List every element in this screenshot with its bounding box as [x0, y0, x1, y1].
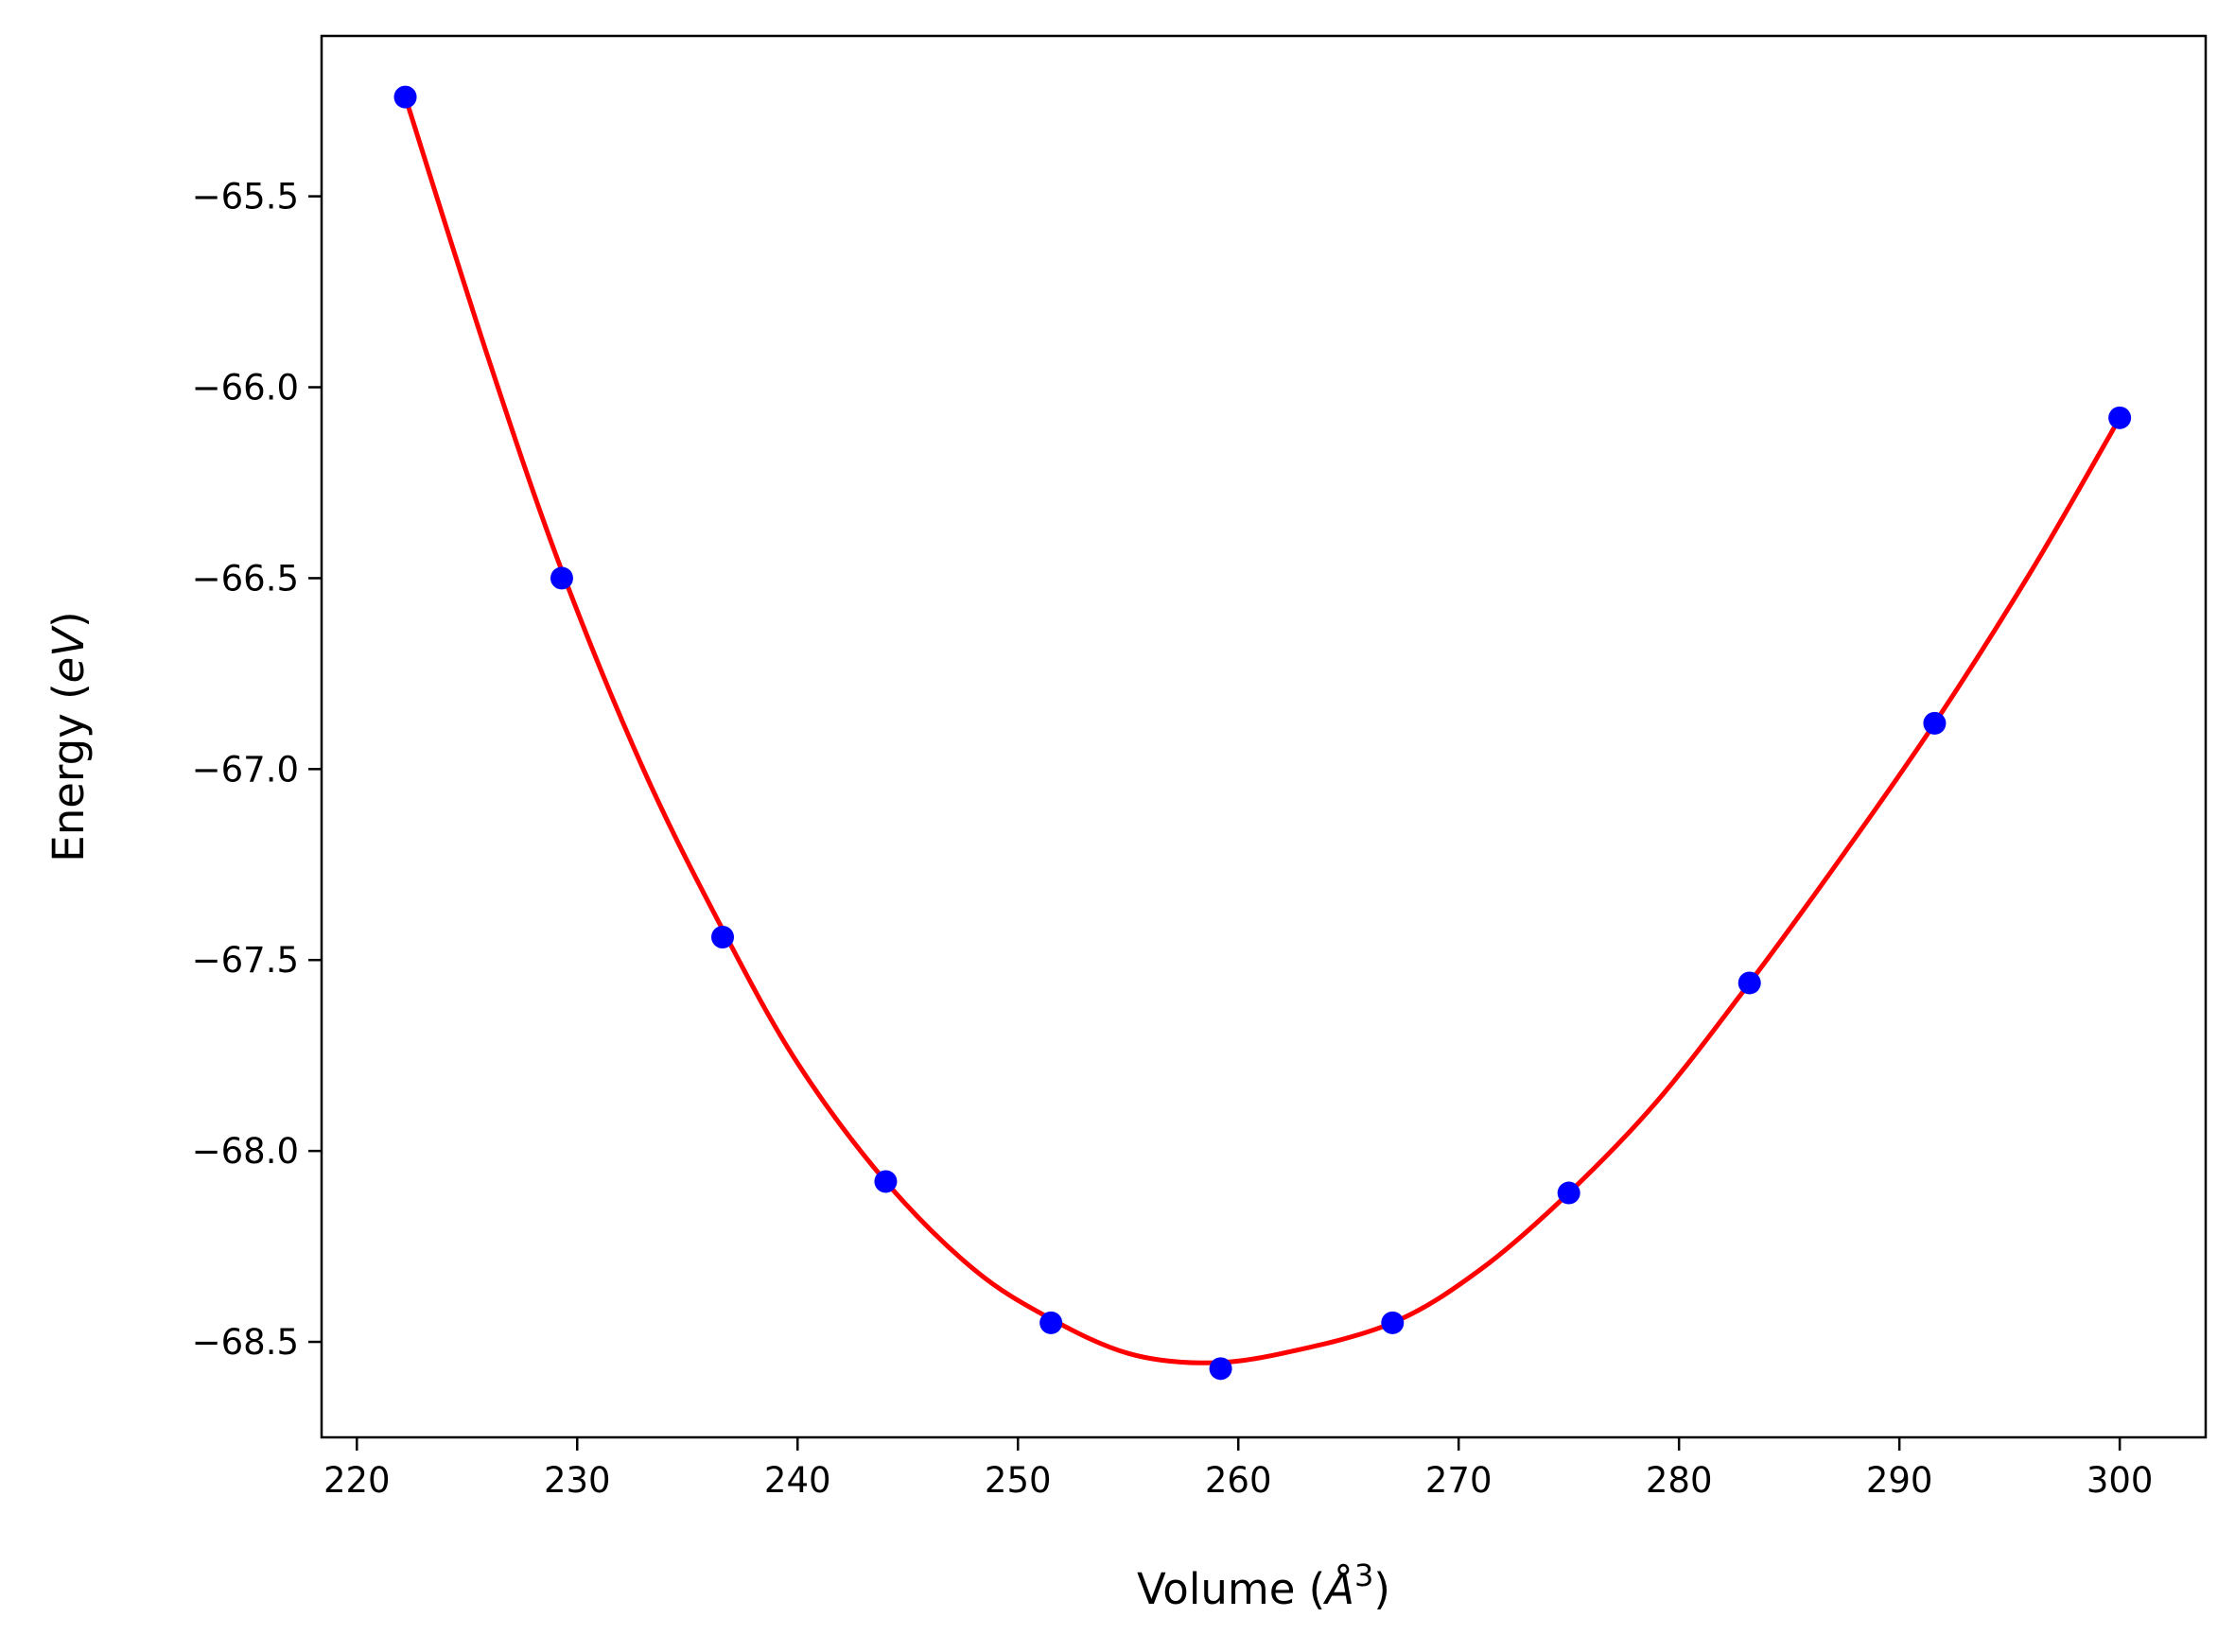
data-point [1557, 1181, 1580, 1205]
plot-layer [393, 85, 2132, 1381]
y-tick-label: −65.5 [192, 177, 299, 217]
x-tick-label: 240 [764, 1460, 831, 1501]
data-point [1381, 1311, 1405, 1334]
data-point [393, 85, 417, 109]
y-tick-label: −68.5 [192, 1322, 299, 1363]
data-point [1039, 1311, 1063, 1334]
plot-frame [320, 34, 2208, 1439]
x-tick-label: 270 [1425, 1460, 1493, 1501]
data-point [1923, 711, 1947, 735]
y-axis-ticks: −68.5 −68.0 −67.5 −67.0 −66.5 −66.0 −65.5 [192, 177, 322, 1363]
y-tick-label: −67.0 [192, 749, 299, 790]
x-tick-label: 250 [985, 1460, 1052, 1501]
data-point [711, 926, 735, 949]
x-tick-label: 260 [1205, 1460, 1272, 1501]
x-tick-label: 230 [544, 1460, 611, 1501]
y-tick-label: −68.0 [192, 1131, 299, 1172]
x-tick-label: 290 [1866, 1460, 1933, 1501]
y-tick-label: −66.5 [192, 558, 299, 599]
data-point [874, 1170, 898, 1193]
fit-curve-line [403, 96, 2122, 1365]
x-axis-ticks: 220 230 240 250 260 270 280 290 300 [323, 1437, 2153, 1501]
x-tick-label: 220 [323, 1460, 391, 1501]
data-point [2108, 406, 2132, 429]
data-point [550, 566, 573, 590]
x-tick-label: 300 [2087, 1460, 2154, 1501]
data-point [1737, 971, 1761, 995]
x-tick-label: 280 [1646, 1460, 1713, 1501]
y-tick-label: −67.5 [192, 940, 299, 981]
y-tick-label: −66.0 [192, 368, 299, 409]
data-point [1209, 1357, 1232, 1381]
y-axis-label: Energy (eV) [44, 611, 94, 861]
x-axis-label: Volume (Å3) [1137, 1557, 1390, 1614]
